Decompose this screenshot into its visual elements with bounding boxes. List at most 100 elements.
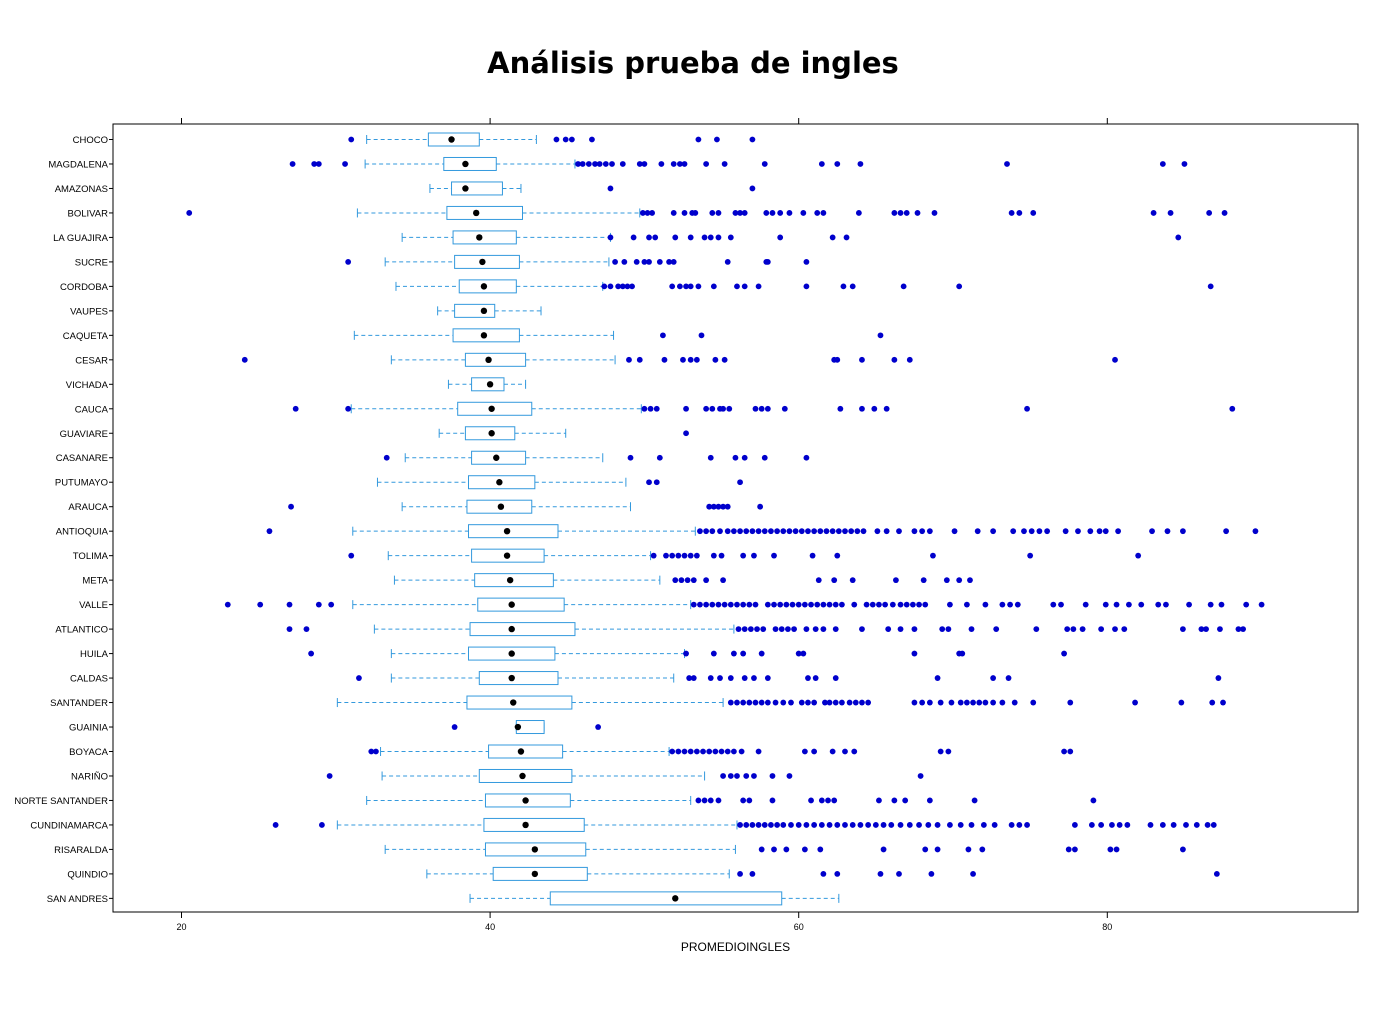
outlier-point (692, 210, 699, 216)
box-group (186, 205, 1228, 220)
outlier-point (1147, 822, 1154, 828)
outlier-point (568, 136, 575, 143)
outlier-point (919, 528, 926, 535)
outlier-point (666, 259, 672, 265)
outlier-point (734, 283, 740, 290)
outlier-point (764, 601, 771, 608)
outlier-point (718, 748, 725, 755)
outlier-point (943, 577, 950, 584)
outlier-point (825, 797, 831, 804)
outlier-point (730, 650, 737, 657)
iqr-box (492, 866, 588, 881)
outlier-point (939, 626, 946, 632)
outlier-point (1007, 601, 1013, 608)
outlier-point (1164, 528, 1171, 535)
outlier-point (999, 699, 1006, 706)
outlier-point (652, 234, 659, 241)
outlier-point (772, 626, 779, 632)
category-label: AMAZONAS (55, 184, 108, 195)
box-group (438, 426, 689, 441)
outlier-point (1102, 528, 1109, 535)
outlier-point (615, 283, 622, 290)
outlier-point (818, 822, 825, 828)
outlier-point (737, 210, 743, 216)
outlier-point (891, 356, 898, 363)
outlier-point (743, 822, 750, 828)
outlier-point (687, 552, 694, 559)
outlier-point (740, 699, 747, 706)
outlier-point (328, 601, 335, 608)
outlier-point (859, 699, 865, 706)
outlier-point (832, 699, 839, 706)
outlier-point (687, 748, 694, 755)
box-group (437, 303, 542, 318)
median-dot (531, 846, 539, 853)
outlier-point (970, 699, 976, 706)
box-group (376, 475, 743, 490)
outlier-point (922, 846, 929, 853)
outlier-point (911, 528, 918, 535)
outlier-point (683, 430, 689, 437)
category-label: PUTUMAYO (55, 478, 108, 489)
outlier-point (897, 626, 904, 632)
outlier-point (842, 748, 848, 755)
outlier-point (837, 405, 844, 412)
outlier-point (749, 822, 756, 828)
box-group (292, 401, 1236, 416)
outlier-point (823, 528, 830, 535)
outlier-point (963, 601, 970, 608)
outlier-point (721, 601, 728, 608)
outlier-point (1183, 822, 1189, 828)
outlier-point (1126, 601, 1132, 608)
outlier-point (1203, 626, 1209, 632)
outlier-point (681, 161, 688, 167)
median-dot (510, 699, 517, 706)
outlier-point (646, 259, 652, 265)
outlier-point (774, 822, 780, 828)
outlier-point (839, 601, 845, 608)
outlier-point (754, 626, 760, 632)
outlier-point (786, 210, 793, 216)
outlier-point (749, 185, 756, 192)
outlier-point (780, 822, 787, 828)
outlier-point (1064, 626, 1071, 632)
outlier-point (947, 822, 953, 828)
outlier-point (968, 626, 975, 632)
outlier-point (859, 356, 865, 363)
outlier-point (945, 626, 952, 632)
outlier-point (811, 528, 818, 535)
chart-title: Análisis prueba de ingles (487, 46, 899, 80)
outlier-point (916, 601, 922, 608)
outlier-point (726, 405, 733, 412)
median-dot (503, 552, 511, 559)
outlier-point (876, 797, 882, 804)
outlier-point (826, 699, 833, 706)
outlier-point (743, 528, 750, 535)
box-group (345, 254, 810, 269)
outlier-point (755, 283, 762, 290)
outlier-point (727, 601, 734, 608)
iqr-box (469, 622, 576, 637)
outlier-point (781, 405, 788, 412)
outlier-point (831, 797, 838, 804)
outlier-point (764, 405, 771, 412)
iqr-box (458, 279, 517, 294)
outlier-point (1193, 822, 1200, 828)
category-label: BOLIVAR (68, 208, 109, 219)
outlier-point (877, 871, 884, 877)
outlier-point (707, 234, 714, 241)
outlier-point (595, 724, 602, 730)
outlier-point (241, 356, 248, 363)
category-label: CASANARE (56, 453, 108, 464)
outlier-point (697, 601, 703, 608)
category-label: CAQUETA (63, 331, 109, 342)
outlier-point (730, 528, 737, 535)
outlier-point (768, 822, 774, 828)
outlier-point (842, 822, 848, 828)
outlier-point (817, 846, 824, 853)
outlier-point (383, 454, 390, 461)
category-label: HUILA (80, 649, 109, 660)
category-label: ATLANTICO (55, 625, 108, 636)
outlier-point (832, 626, 839, 632)
outlier-point (272, 822, 279, 828)
